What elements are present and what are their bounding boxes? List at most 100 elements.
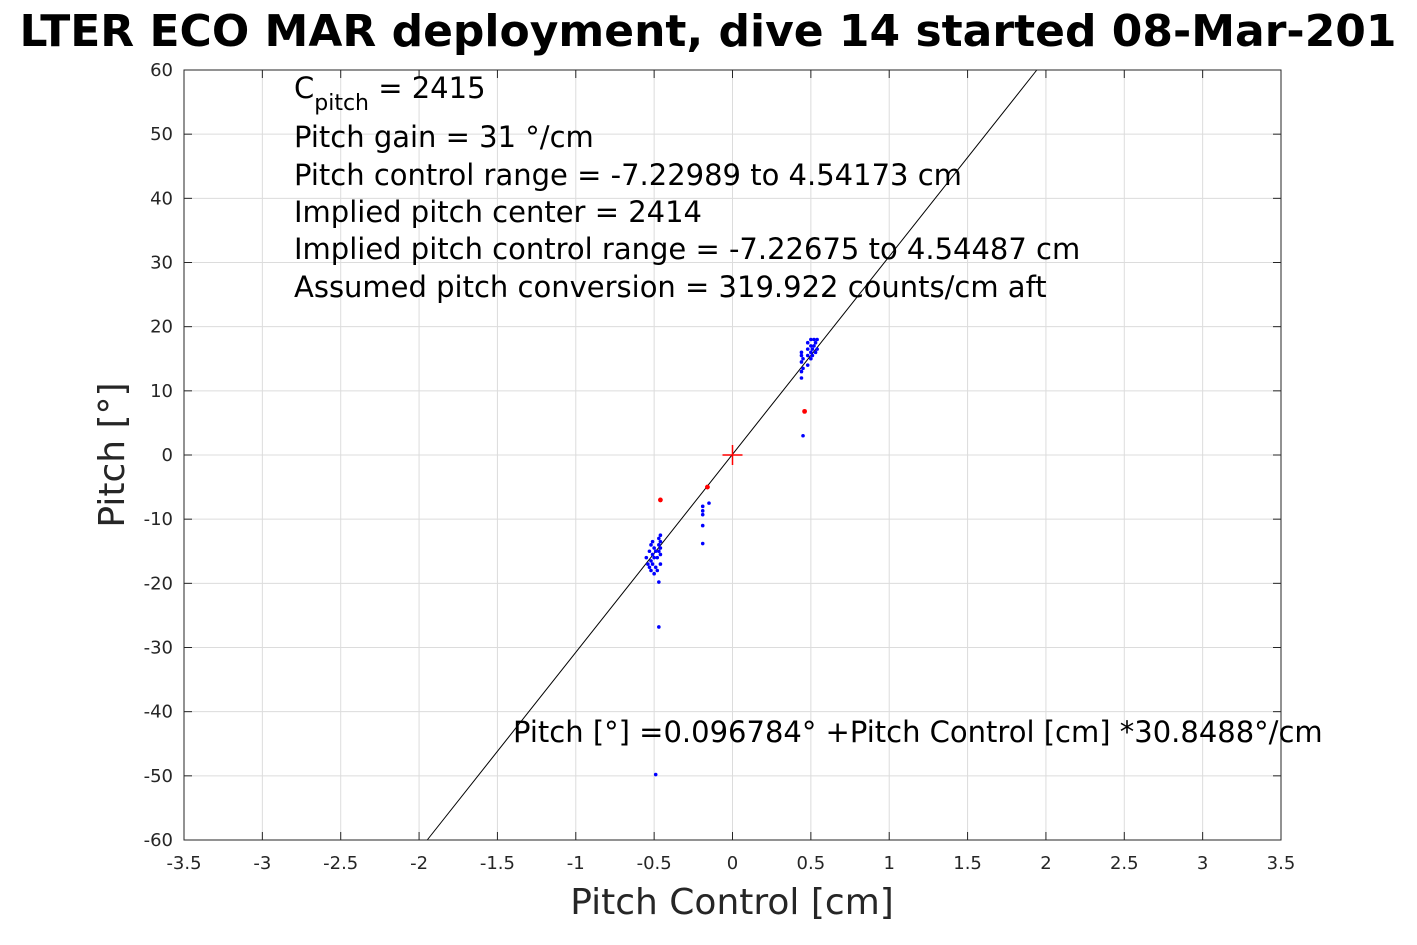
x-tick-label: -3 xyxy=(253,853,271,874)
data-point xyxy=(657,543,661,547)
data-point xyxy=(700,509,705,513)
x-tick-label: 2.5 xyxy=(1110,853,1139,874)
data-point xyxy=(805,363,810,367)
x-tick-label: 1 xyxy=(883,853,894,874)
data-point xyxy=(815,337,819,342)
y-tick-label: -30 xyxy=(144,638,173,659)
data-point xyxy=(700,512,705,517)
center-marker xyxy=(722,445,743,465)
implied-pitch-center-annotation: Implied pitch center = 2414 xyxy=(294,195,702,229)
x-tick-label: 2 xyxy=(1040,853,1051,874)
data-point xyxy=(802,408,807,414)
data-point xyxy=(653,549,658,554)
x-tick-labels: -3.5 -3 -2.5 -2 -1.5 -1 -0.5 0 0.5 1 1.5 2 2.5 3 3.5 xyxy=(166,853,1295,874)
center-marker-group xyxy=(722,445,743,465)
data-point xyxy=(809,344,813,348)
x-tick-label: 3.5 xyxy=(1267,853,1296,874)
pitch-gain-annotation: Pitch gain = 31 °/cm xyxy=(294,120,594,154)
y-tick-label: 20 xyxy=(150,317,173,338)
x-tick-label: -3.5 xyxy=(166,853,201,874)
chart-title: LTER ECO MAR deployment, dive 14 started… xyxy=(19,6,1396,57)
data-point xyxy=(655,568,660,573)
data-point xyxy=(644,555,649,560)
x-tick-label: -1.5 xyxy=(480,853,515,874)
y-tick-label: 60 xyxy=(150,60,173,81)
y-tick-label: -40 xyxy=(144,702,173,723)
x-tick-label: -2 xyxy=(410,853,428,874)
data-point xyxy=(650,562,655,566)
data-point xyxy=(801,366,805,371)
pitch-control-range-annotation: Pitch control range = -7.22989 to 4.5417… xyxy=(294,158,962,192)
data-point xyxy=(650,552,655,557)
y-tick-label: -60 xyxy=(144,830,173,851)
data-point xyxy=(657,549,661,554)
data-point xyxy=(658,539,663,544)
data-point xyxy=(799,350,804,355)
x-tick-label: 0.5 xyxy=(797,853,826,874)
x-tick-label: 1.5 xyxy=(953,853,982,874)
data-point xyxy=(812,344,816,348)
data-point xyxy=(705,484,710,490)
x-tick-label: -0.5 xyxy=(637,853,672,874)
data-point xyxy=(700,523,705,528)
implied-pitch-control-range-annotation: Implied pitch control range = -7.22675 t… xyxy=(294,232,1080,266)
data-point xyxy=(812,337,816,342)
x-tick-label: 0 xyxy=(727,853,738,874)
y-tick-labels: 60 50 40 30 20 10 0 -10 -20 -30 -40 -50 -60 xyxy=(144,60,173,851)
data-point xyxy=(809,356,813,361)
c-pitch-annotation: Cpitch = 2415 xyxy=(294,71,486,116)
data-point xyxy=(652,555,656,560)
data-point xyxy=(658,497,663,503)
data-point xyxy=(799,353,804,358)
data-point xyxy=(658,562,663,566)
data-point xyxy=(658,552,663,557)
data-point xyxy=(658,533,663,538)
c-pitch-base: C xyxy=(294,71,314,105)
data-point xyxy=(799,360,804,364)
data-point xyxy=(809,337,813,342)
y-tick-label: 30 xyxy=(150,253,173,274)
plot-frame xyxy=(183,69,1282,841)
data-point xyxy=(652,571,656,576)
data-point xyxy=(700,541,705,546)
x-tick-label: -1 xyxy=(567,853,585,874)
y-tick-label: 50 xyxy=(150,124,173,145)
data-point xyxy=(799,369,804,374)
data-point xyxy=(653,565,658,570)
x-tick-label: 3 xyxy=(1197,853,1208,874)
scatter-points xyxy=(644,337,819,777)
y-tick-label: 10 xyxy=(150,381,173,402)
data-point xyxy=(657,580,661,584)
data-point xyxy=(813,350,818,355)
y-tick-label: 40 xyxy=(150,188,173,209)
data-point xyxy=(649,568,653,573)
y-tick-label: -10 xyxy=(144,509,173,530)
c-pitch-subscript: pitch xyxy=(314,91,369,116)
data-point xyxy=(809,350,813,355)
data-point xyxy=(805,340,810,345)
assumed-pitch-conversion-annotation: Assumed pitch conversion = 319.922 count… xyxy=(294,270,1047,304)
data-point xyxy=(805,347,810,351)
data-point xyxy=(652,546,656,550)
data-point xyxy=(805,353,810,358)
data-point xyxy=(707,501,711,505)
data-point xyxy=(658,546,663,550)
data-point xyxy=(810,347,815,351)
data-point xyxy=(647,565,652,570)
y-tick-label: -50 xyxy=(144,766,173,787)
fit-equation-label: Pitch [°] =0.096784° +Pitch Control [cm]… xyxy=(513,715,1323,749)
data-point xyxy=(813,340,818,345)
data-point xyxy=(649,559,653,563)
data-point xyxy=(815,347,819,351)
data-point xyxy=(700,504,705,509)
data-point xyxy=(650,539,655,544)
data-point xyxy=(801,433,805,438)
data-point xyxy=(649,543,653,547)
data-point xyxy=(657,536,661,541)
data-point xyxy=(657,625,661,629)
data-point xyxy=(810,353,815,358)
data-point xyxy=(647,549,652,554)
data-point xyxy=(799,376,804,380)
x-axis-label: Pitch Control [cm] xyxy=(570,882,894,923)
data-point xyxy=(801,356,805,361)
